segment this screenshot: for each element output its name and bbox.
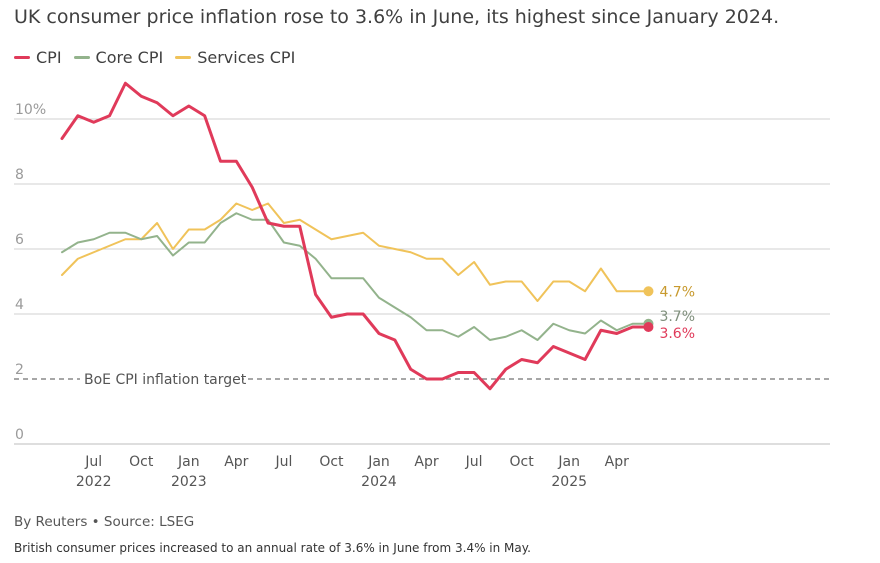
legend: CPI Core CPI Services CPI xyxy=(14,48,307,67)
x-tick-year-label: 2025 xyxy=(551,474,587,490)
series-end-marker-services-cpi xyxy=(643,286,654,297)
legend-label-core-cpi: Core CPI xyxy=(95,48,164,67)
series-end-marker-cpi xyxy=(643,322,654,332)
series-end-label-services-cpi: 4.7% xyxy=(659,284,695,300)
y-tick-label: 0 xyxy=(15,427,24,443)
legend-swatch-services-cpi xyxy=(175,56,192,59)
target-annotation: BoE CPI inflation target xyxy=(84,372,247,388)
x-tick-label: Apr xyxy=(414,454,438,470)
x-tick-label: Jul xyxy=(84,454,102,470)
y-tick-label: 8 xyxy=(15,167,24,183)
x-tick-year-label: 2023 xyxy=(171,474,207,490)
legend-label-services-cpi: Services CPI xyxy=(197,48,296,67)
legend-item-services-cpi: Services CPI xyxy=(175,48,295,67)
x-tick-label: Jan xyxy=(367,454,390,470)
legend-item-cpi: CPI xyxy=(14,48,62,67)
x-tick-label: Oct xyxy=(129,454,154,470)
y-tick-label: 2 xyxy=(15,362,24,378)
x-tick-label: Jul xyxy=(274,454,292,470)
legend-item-core-cpi: Core CPI xyxy=(73,48,164,67)
x-tick-label: Apr xyxy=(224,454,248,470)
target-annotation-bg xyxy=(80,370,242,388)
series-end-label-core-cpi: 3.7% xyxy=(659,309,695,325)
chart-title: UK consumer price inflation rose to 3.6%… xyxy=(14,6,780,28)
x-tick-label: Oct xyxy=(319,454,344,470)
x-tick-label: Apr xyxy=(605,454,629,470)
credit-line: By Reuters • Source: LSEG xyxy=(14,514,195,530)
y-tick-label: 10% xyxy=(15,102,46,118)
legend-swatch-core-cpi xyxy=(73,56,90,59)
chart-caption: British consumer prices increased to an … xyxy=(14,541,531,555)
series-line-cpi xyxy=(60,81,650,391)
series-line-services-cpi xyxy=(61,202,650,302)
legend-swatch-cpi xyxy=(14,56,30,59)
legend-label-cpi: CPI xyxy=(36,48,62,67)
x-tick-year-label: 2022 xyxy=(76,474,112,490)
series-line-core-cpi xyxy=(61,212,650,341)
y-tick-label: 4 xyxy=(15,297,24,313)
series-end-label-cpi: 3.6% xyxy=(659,326,695,342)
x-tick-label: Jan xyxy=(177,454,200,470)
y-tick-label: 6 xyxy=(15,232,24,248)
x-tick-label: Jan xyxy=(557,454,580,470)
x-tick-label: Oct xyxy=(510,454,535,470)
line-chart: 0 2 4 6 8 10% BoE CPI inflation target Jul 2022 O… xyxy=(14,81,830,490)
x-tick-label: Jul xyxy=(465,454,483,470)
x-tick-year-label: 2024 xyxy=(361,474,397,490)
